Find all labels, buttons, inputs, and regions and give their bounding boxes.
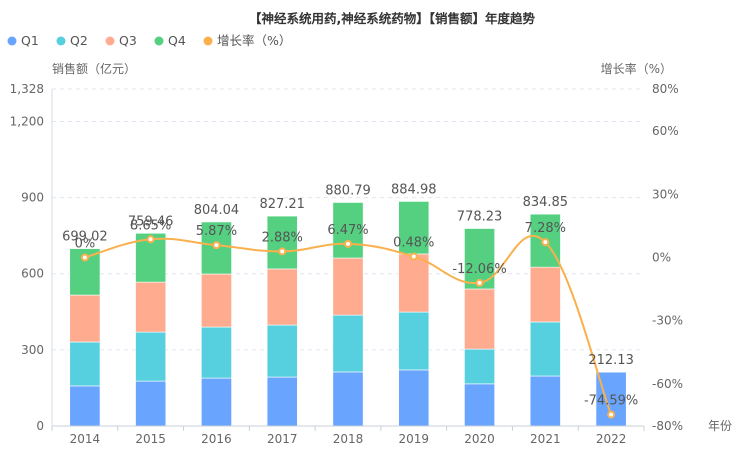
bar-segment-q2: [135, 331, 167, 382]
growth-line: [80, 234, 616, 419]
y2-tick-label: -30%: [652, 314, 683, 328]
growth-label: 0.48%: [393, 235, 434, 250]
legend: Q1 Q2 Q3 Q4 增长率（%）: [7, 33, 291, 48]
growth-point: [607, 410, 616, 419]
total-label: 759.46: [128, 214, 174, 229]
y-axis: 0 300 600 900 1,200 1,328: [10, 82, 53, 433]
growth-point: [146, 235, 155, 244]
growth-label: 8.65%: [130, 218, 171, 233]
legend-marker-icon: [105, 36, 115, 46]
legend-marker-icon: [7, 36, 17, 46]
growth-label: 5.87%: [196, 224, 237, 239]
bar-segment-q4: [69, 248, 101, 296]
growth-label: 7.28%: [525, 221, 566, 236]
legend-marker-icon: [203, 36, 213, 46]
x-tick-label: 2022: [596, 432, 627, 446]
legend-item-label: 增长率（%）: [217, 33, 291, 48]
x-axis: 2014 2015 2016 2017 2018 2019 2020 2021 2022: [51, 425, 645, 446]
chart-title: 【神经系统用药,神经系统药物】【销售额】年度趋势: [249, 11, 535, 26]
bar-segment-q3: [266, 268, 298, 326]
y-tick-label: 300: [21, 343, 44, 357]
y2-tick-label: -60%: [652, 377, 683, 391]
growth-point: [278, 247, 287, 256]
legend-item-label: Q3: [119, 33, 137, 48]
bar-segment-q1: [464, 383, 495, 427]
y2-axis-title: 增长率（%）: [601, 61, 672, 76]
total-label: 884.98: [391, 182, 437, 197]
total-label: 804.04: [194, 203, 240, 218]
growth-label: -74.59%: [584, 394, 638, 409]
y-axis-title: 销售额（亿元）: [52, 61, 136, 76]
bar-segment-q2: [332, 314, 364, 373]
growth-point: [212, 241, 221, 250]
bar-segment-q3: [332, 257, 364, 316]
bar-segment-q2: [529, 321, 561, 377]
y2-tick-label: 30%: [652, 187, 679, 201]
bar-segment-q4: [266, 215, 298, 270]
growth-label: -12.06%: [452, 262, 506, 277]
x-tick-label: 2018: [333, 432, 364, 446]
bar-segment-q2: [266, 324, 298, 378]
bar-segment-q2: [464, 348, 495, 385]
bar-segment-q1: [266, 376, 298, 427]
y2-tick-label: 80%: [652, 82, 679, 96]
legend-item-label: Q1: [21, 33, 39, 48]
legend-marker-icon: [154, 36, 164, 46]
total-label: 834.85: [523, 195, 569, 210]
data-labels: 699.020% 759.468.65% 804.04 5.87% 827.21 2.88…: [62, 182, 638, 408]
bar-segment-q3: [464, 288, 495, 350]
growth-point: [541, 238, 550, 247]
bar-segment-q3: [201, 273, 232, 328]
legend-item-label: Q4: [168, 33, 186, 48]
bar-segment-q1: [69, 385, 101, 427]
bar-segment-q3: [69, 294, 101, 343]
bar-segment-q1: [398, 369, 430, 427]
y2-tick-label: 60%: [652, 124, 679, 138]
x-tick-label: 2016: [201, 432, 232, 446]
y2-tick-label: 0%: [652, 251, 671, 265]
bar-segment-q3: [398, 253, 430, 313]
bar-segment-q1: [332, 371, 364, 427]
bar-segment-q4: [398, 201, 430, 255]
bar-segment-q3: [529, 266, 561, 323]
y2-tick-label: -80%: [652, 419, 683, 433]
x-tick-label: 2020: [464, 432, 495, 446]
growth-point: [475, 278, 484, 287]
x-tick-label: 2017: [267, 432, 298, 446]
total-label: 827.21: [259, 197, 305, 212]
legend-item-label: Q2: [70, 33, 88, 48]
y2-axis: -80% -60% -30% 0% 30% 60% 80%: [652, 82, 683, 433]
bars: [69, 201, 627, 427]
total-label: 778.23: [457, 210, 503, 225]
bar-segment-q3: [135, 281, 167, 333]
bar-segment-q4: [332, 202, 364, 259]
total-label: 212.13: [588, 353, 634, 368]
bar-segment-q2: [69, 341, 101, 387]
x-axis-title: 年份: [708, 419, 732, 433]
growth-label: 6.47%: [327, 223, 368, 238]
growth-point: [80, 253, 89, 262]
bar-segment-q1: [529, 375, 561, 427]
bar-segment-q2: [398, 311, 430, 371]
x-tick-label: 2015: [135, 432, 166, 446]
growth-label: 2.88%: [262, 230, 303, 245]
y-tick-label: 1,328: [10, 82, 44, 96]
total-label: 880.79: [325, 183, 371, 198]
x-tick-label: 2014: [70, 432, 101, 446]
y-tick-label: 600: [21, 267, 44, 281]
total-label: 699.02: [62, 230, 108, 245]
growth-point: [344, 239, 352, 248]
legend-marker-icon: [56, 36, 66, 46]
bar-segment-q1: [201, 377, 232, 427]
y-tick-label: 1,200: [10, 114, 44, 128]
y-tick-label: 900: [21, 191, 44, 205]
bar-segment-q1: [135, 380, 167, 427]
bar-segment-q2: [201, 326, 232, 379]
growth-label: 0%: [75, 237, 96, 252]
x-tick-label: 2019: [399, 432, 430, 446]
x-tick-label: 2021: [530, 432, 561, 446]
y-tick-label: 0: [36, 419, 44, 433]
growth-point: [409, 252, 418, 261]
